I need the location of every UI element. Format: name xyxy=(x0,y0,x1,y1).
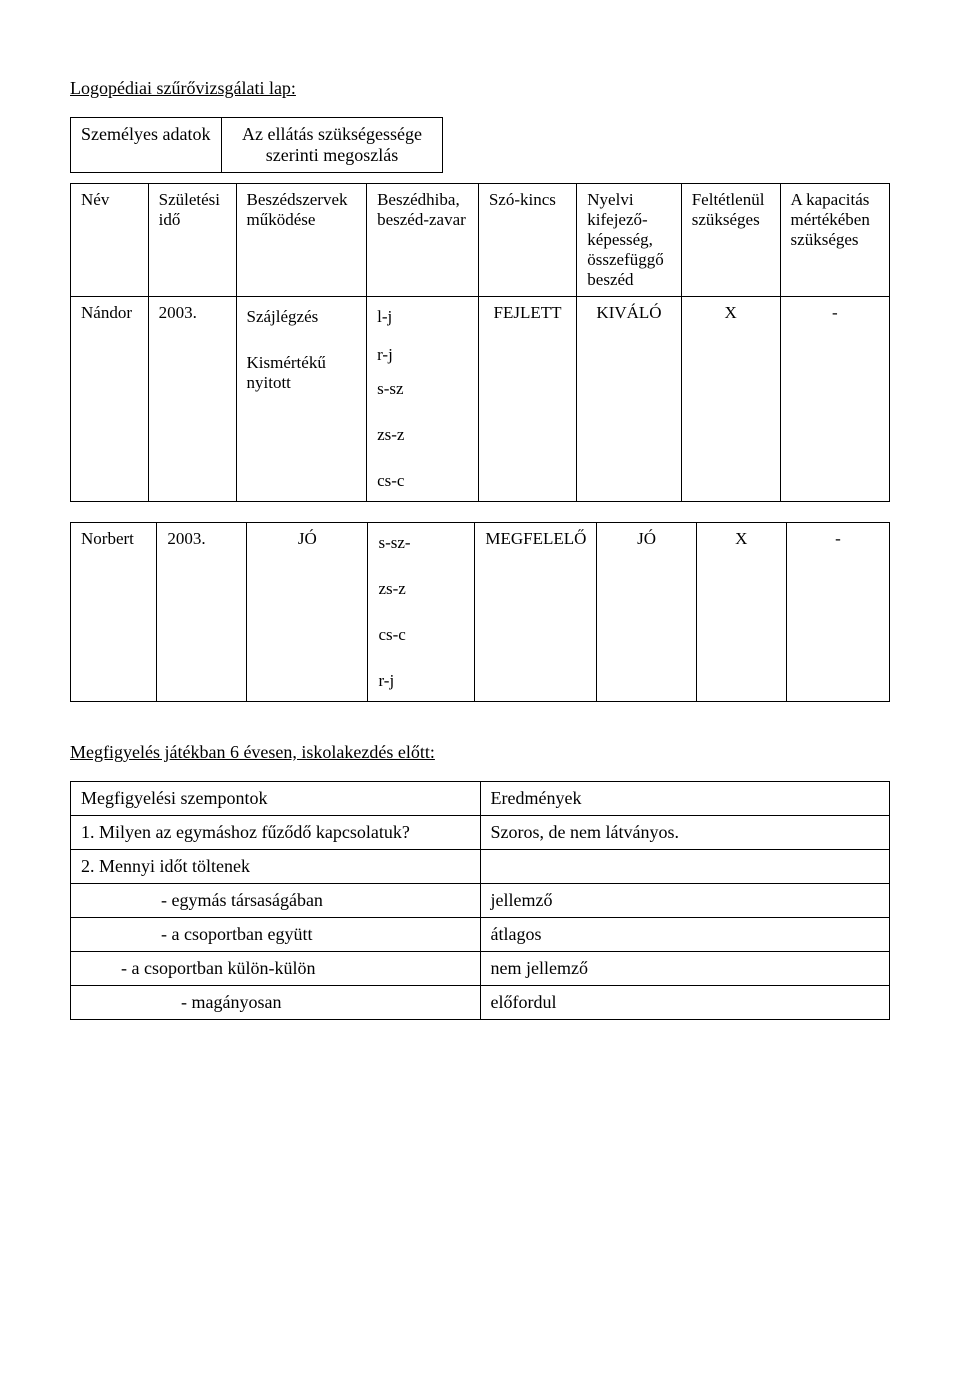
cell-required: X xyxy=(696,523,786,702)
text: zs-z xyxy=(377,425,468,445)
text: s-sz- xyxy=(378,533,464,553)
text: r-j xyxy=(377,345,468,365)
observation-table: Megfigyelési szempontok Eredmények 1. Mi… xyxy=(70,781,890,1020)
col-birth: Születési idő xyxy=(148,184,236,297)
cell-defect: l-j r-j s-sz zs-z cs-c xyxy=(367,297,479,502)
header-cell-personal: Személyes adatok xyxy=(71,118,222,173)
col-capacity: A kapacitás mértékében szükséges xyxy=(780,184,889,297)
cell-result xyxy=(480,850,890,884)
header-cell-care: Az ellátás szükségessége szerinti megosz… xyxy=(222,118,443,173)
cell-expression: JÓ xyxy=(597,523,696,702)
cell-result: Szoros, de nem látványos. xyxy=(480,816,890,850)
table-header-row: Név Születési idő Beszédszervek működése… xyxy=(71,184,890,297)
cell-result: előfordul xyxy=(480,986,890,1020)
text: zs-z xyxy=(378,579,464,599)
table-header-row: Megfigyelési szempontok Eredmények xyxy=(71,782,890,816)
cell-birth: 2003. xyxy=(148,297,236,502)
text: cs-c xyxy=(378,625,464,645)
cell-organs: JÓ xyxy=(247,523,368,702)
cell-aspect: - a csoportban külön-külön xyxy=(71,952,481,986)
screening-table-1: Név Születési idő Beszédszervek működése… xyxy=(70,183,890,502)
text: cs-c xyxy=(377,471,468,491)
cell-vocab: FEJLETT xyxy=(478,297,576,502)
screening-table-2: Norbert 2003. JÓ s-sz- zs-z cs-c r-j MEG… xyxy=(70,522,890,702)
text: r-j xyxy=(378,671,464,691)
col-expression: Nyelvi kifejező-képesség, összefüggő bes… xyxy=(577,184,681,297)
cell-expression: KIVÁLÓ xyxy=(577,297,681,502)
cell-name: Norbert xyxy=(71,523,157,702)
col-results: Eredmények xyxy=(480,782,890,816)
table-row: Nándor 2003. Szájlégzés Kismértékű nyito… xyxy=(71,297,890,502)
text: s-sz xyxy=(377,379,468,399)
cell-aspect: 1. Milyen az egymáshoz fűződő kapcsolatu… xyxy=(71,816,481,850)
cell-capacity: - xyxy=(780,297,889,502)
text: l-j xyxy=(377,307,468,327)
table-row: Norbert 2003. JÓ s-sz- zs-z cs-c r-j MEG… xyxy=(71,523,890,702)
table-row: 1. Milyen az egymáshoz fűződő kapcsolatu… xyxy=(71,816,890,850)
table-row: 2. Mennyi időt töltenek xyxy=(71,850,890,884)
col-vocab: Szó-kincs xyxy=(478,184,576,297)
cell-vocab: MEGFELELŐ xyxy=(475,523,597,702)
text: Szájlégzés xyxy=(247,307,357,327)
col-defect: Beszédhiba, beszéd-zavar xyxy=(367,184,479,297)
cell-name: Nándor xyxy=(71,297,149,502)
col-aspects: Megfigyelési szempontok xyxy=(71,782,481,816)
page-title: Logopédiai szűrővizsgálati lap: xyxy=(70,78,890,99)
cell-organs: Szájlégzés Kismértékű nyitott xyxy=(236,297,367,502)
col-organs: Beszédszervek működése xyxy=(236,184,367,297)
cell-result: nem jellemző xyxy=(480,952,890,986)
text: Kismértékű nyitott xyxy=(247,353,357,393)
header-table: Személyes adatok Az ellátás szükségesség… xyxy=(70,117,443,173)
cell-aspect: - a csoportban együtt xyxy=(71,918,481,952)
cell-aspect: - magányosan xyxy=(71,986,481,1020)
cell-result: átlagos xyxy=(480,918,890,952)
col-name: Név xyxy=(71,184,149,297)
cell-aspect: 2. Mennyi időt töltenek xyxy=(71,850,481,884)
cell-aspect: - egymás társaságában xyxy=(71,884,481,918)
cell-birth: 2003. xyxy=(157,523,247,702)
cell-capacity: - xyxy=(786,523,889,702)
table-row: - egymás társaságában jellemző xyxy=(71,884,890,918)
observation-title: Megfigyelés játékban 6 évesen, iskolakez… xyxy=(70,742,890,763)
col-required: Feltétlenül szükséges xyxy=(681,184,780,297)
table-row: - a csoportban külön-külön nem jellemző xyxy=(71,952,890,986)
cell-required: X xyxy=(681,297,780,502)
cell-result: jellemző xyxy=(480,884,890,918)
table-row: - a csoportban együtt átlagos xyxy=(71,918,890,952)
table-row: - magányosan előfordul xyxy=(71,986,890,1020)
cell-defect: s-sz- zs-z cs-c r-j xyxy=(368,523,475,702)
